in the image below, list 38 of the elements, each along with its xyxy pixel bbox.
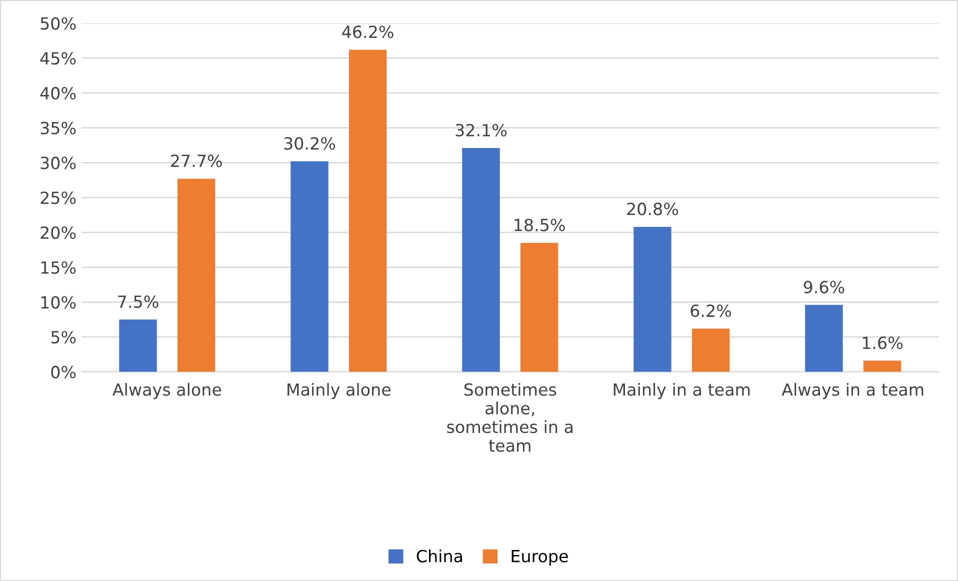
x-tick-label: Mainly alone: [288, 382, 390, 400]
data-label: 32.1%: [456, 124, 507, 136]
data-label: 20.8%: [627, 202, 678, 216]
data-label: 1.6%: [862, 336, 903, 350]
data-label: 27.7%: [171, 154, 222, 168]
x-tick-label: Mainly in a team: [614, 382, 750, 400]
data-label: 7.5%: [118, 295, 158, 308]
x-tick-label: Sometimes alone, sometimes in a team: [447, 382, 572, 452]
data-label: 46.2%: [342, 26, 394, 38]
bar: [863, 360, 902, 372]
bar: [520, 242, 558, 372]
data-label: 6.2%: [690, 304, 732, 318]
y-tick-label: 50%: [40, 17, 76, 30]
bar: [177, 178, 216, 372]
bar: [462, 148, 500, 372]
y-tick-label: 25%: [40, 192, 76, 204]
legend-label: China: [416, 550, 462, 562]
data-label: 9.6%: [804, 280, 844, 294]
y-tick-label: 0%: [51, 366, 76, 378]
y-tick-label: 5%: [51, 330, 76, 344]
data-label: 18.5%: [514, 218, 565, 232]
bar: [119, 320, 157, 372]
bar: [634, 226, 672, 372]
y-tick-label: 35%: [40, 122, 76, 134]
data-label: 30.2%: [284, 137, 336, 150]
legend-label: Europe: [512, 550, 568, 566]
bar: [290, 161, 328, 372]
y-tick-label: 30%: [40, 156, 76, 170]
bar: [805, 304, 843, 372]
x-tick-label: Always alone: [112, 382, 222, 400]
y-tick-label: 45%: [40, 52, 76, 65]
y-tick-label: 40%: [40, 86, 76, 100]
bar: [692, 328, 730, 372]
bar: [348, 50, 387, 372]
y-tick-label: 10%: [41, 296, 76, 309]
x-tick-label: Always in a team: [782, 382, 924, 400]
y-tick-label: 15%: [41, 261, 76, 274]
y-tick-label: 20%: [40, 226, 76, 239]
